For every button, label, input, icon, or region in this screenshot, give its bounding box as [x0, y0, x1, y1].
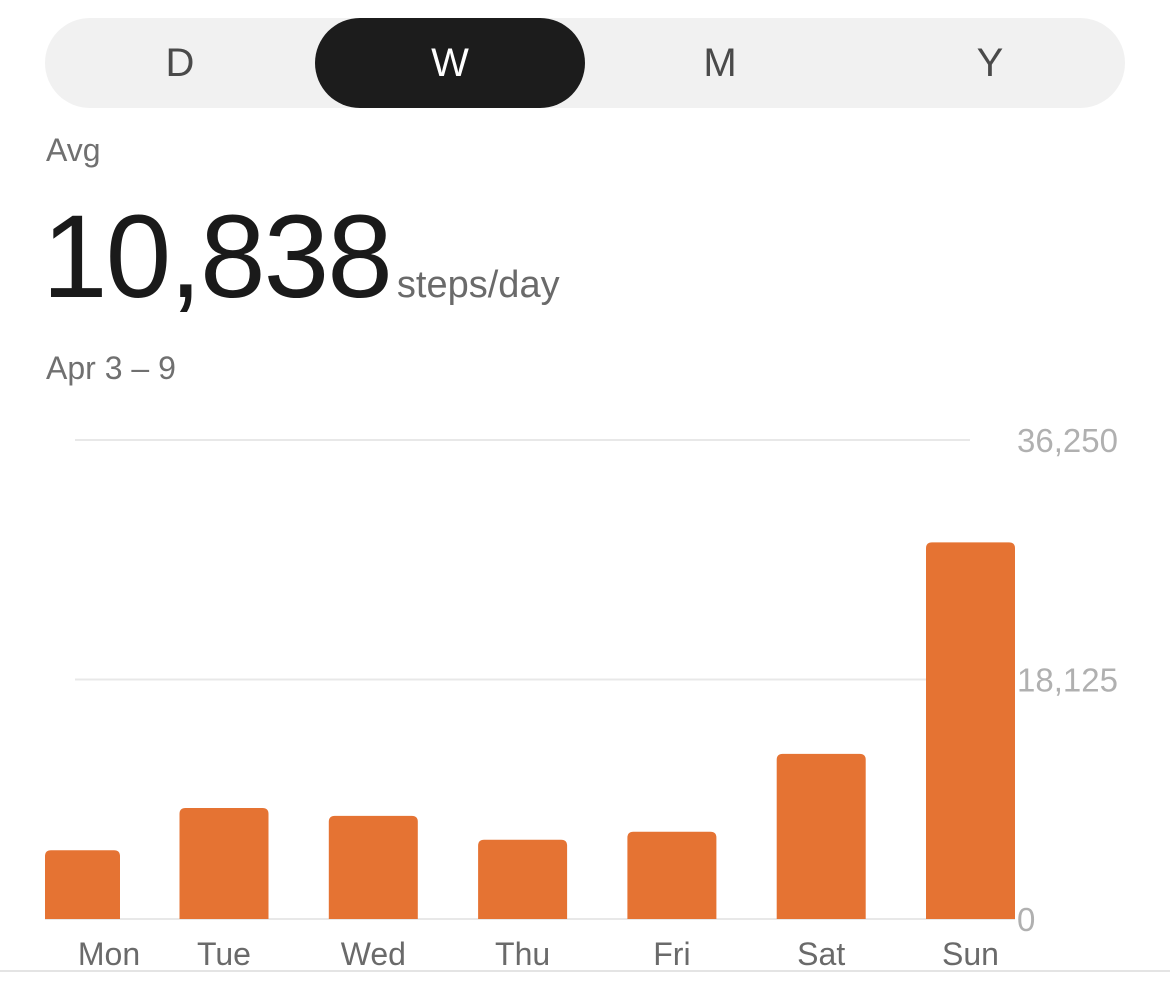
x-tick-label: Fri: [653, 936, 690, 972]
x-tick-label: Mon: [78, 936, 140, 972]
segment-year[interactable]: Y: [976, 40, 1004, 85]
bar-fri[interactable]: [627, 831, 717, 919]
y-tick-label: 0: [1017, 901, 1035, 938]
x-tick-label: Sat: [797, 936, 845, 972]
average-label: Avg: [46, 132, 101, 168]
date-range: Apr 3 – 9: [46, 350, 176, 386]
x-tick-label: Tue: [197, 936, 251, 972]
period-segmented-control: D W M Y: [45, 18, 1125, 108]
bar-wed[interactable]: [328, 815, 418, 919]
x-tick-label: Wed: [341, 936, 406, 972]
bar-sun[interactable]: [926, 542, 1015, 919]
bar-sat[interactable]: [776, 753, 866, 919]
average-unit: steps/day: [396, 264, 560, 306]
average-value: 10,838: [42, 191, 393, 323]
average-summary: 10,838 steps/day: [42, 198, 560, 316]
y-tick-label: 36,250: [1017, 422, 1118, 459]
bar-tue[interactable]: [179, 808, 269, 919]
bar-thu[interactable]: [478, 839, 568, 919]
segment-month[interactable]: M: [703, 40, 737, 85]
x-tick-label: Thu: [495, 936, 550, 972]
y-tick-label: 18,125: [1017, 662, 1118, 699]
bar-mon[interactable]: [45, 850, 120, 919]
bottom-divider: [0, 970, 1170, 972]
segment-day[interactable]: D: [165, 40, 195, 85]
x-tick-label: Sun: [942, 936, 999, 972]
segment-week[interactable]: W: [315, 18, 585, 108]
